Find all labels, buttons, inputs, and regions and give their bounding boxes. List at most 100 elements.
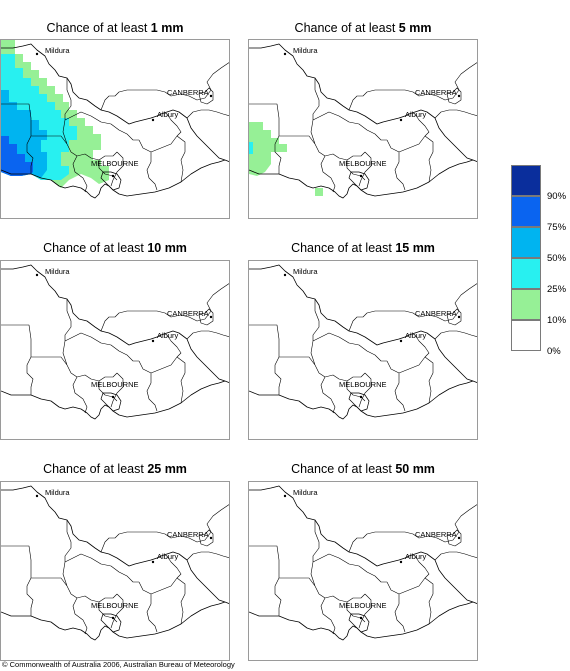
mildura-label: Mildura bbox=[45, 46, 70, 55]
melbourne-marker bbox=[359, 174, 363, 178]
canberra-marker bbox=[457, 315, 461, 319]
mildura-label: Mildura bbox=[45, 488, 70, 497]
canberra-marker bbox=[209, 94, 213, 98]
district-boundaries bbox=[1, 78, 186, 193]
albury-marker bbox=[151, 118, 155, 122]
melbourne-label: MELBOURNE bbox=[339, 380, 387, 389]
act-boundary bbox=[446, 308, 462, 326]
district-boundaries bbox=[249, 299, 434, 414]
mildura-label: Mildura bbox=[45, 267, 70, 276]
albury-marker bbox=[399, 560, 403, 564]
act-boundary bbox=[446, 529, 462, 547]
canberra-marker bbox=[209, 536, 213, 540]
victoria-map: Mildura CANBERRA Albury MELBOURNE bbox=[1, 485, 229, 641]
legend-label-50: 50% bbox=[547, 253, 567, 264]
nsw-boundary bbox=[100, 283, 229, 340]
canberra-label: CANBERRA bbox=[415, 309, 457, 318]
district-boundaries bbox=[1, 520, 186, 635]
canberra-label: CANBERRA bbox=[167, 530, 209, 539]
melbourne-label: MELBOURNE bbox=[91, 380, 139, 389]
legend-swatch-0 bbox=[511, 320, 541, 351]
canberra-marker bbox=[457, 536, 461, 540]
mildura-marker bbox=[283, 494, 287, 498]
albury-marker bbox=[399, 118, 403, 122]
melbourne-marker bbox=[111, 616, 115, 620]
canberra-label: CANBERRA bbox=[415, 88, 457, 97]
port-phillip-bay bbox=[348, 392, 370, 412]
state-outline bbox=[249, 264, 477, 420]
port-phillip-bay bbox=[100, 613, 122, 633]
map-5mm: Mildura CANBERRA Albury MELBOURNE bbox=[248, 39, 478, 219]
panel-title-15mm: Chance of at least 15 mm bbox=[291, 241, 435, 255]
act-boundary bbox=[198, 529, 214, 547]
copyright-notice: © Commonwealth of Australia 2006, Austra… bbox=[2, 660, 235, 669]
legend-label-10: 10% bbox=[547, 315, 567, 326]
mildura-label: Mildura bbox=[293, 267, 318, 276]
albury-label: Albury bbox=[405, 331, 427, 340]
district-boundaries bbox=[1, 299, 186, 414]
victoria-map: Mildura CANBERRA Albury MELBOURNE bbox=[249, 485, 477, 641]
nsw-boundary bbox=[100, 504, 229, 561]
melbourne-marker bbox=[111, 174, 115, 178]
probability-shading bbox=[249, 142, 253, 154]
mildura-marker bbox=[35, 273, 39, 277]
panel-title-5mm: Chance of at least 5 mm bbox=[294, 21, 432, 35]
port-phillip-bay bbox=[348, 613, 370, 633]
map-25mm: Mildura CANBERRA Albury MELBOURNE bbox=[0, 481, 230, 661]
albury-label: Albury bbox=[157, 110, 179, 119]
district-boundaries bbox=[249, 78, 434, 193]
mildura-marker bbox=[283, 273, 287, 277]
legend-label-25: 25% bbox=[547, 284, 567, 295]
victoria-map: Mildura CANBERRA Albury MELBOURNE bbox=[249, 43, 477, 199]
melbourne-label: MELBOURNE bbox=[91, 159, 139, 168]
nsw-boundary bbox=[348, 62, 477, 119]
melbourne-marker bbox=[359, 616, 363, 620]
act-boundary bbox=[446, 87, 462, 105]
state-outline bbox=[249, 485, 477, 641]
melbourne-marker bbox=[359, 395, 363, 399]
legend-swatch-50 bbox=[511, 227, 541, 258]
nsw-boundary bbox=[100, 62, 229, 119]
mildura-marker bbox=[283, 52, 287, 56]
port-phillip-bay bbox=[100, 171, 122, 191]
legend-swatch-75 bbox=[511, 196, 541, 227]
melbourne-label: MELBOURNE bbox=[91, 601, 139, 610]
probability-shading bbox=[249, 122, 279, 176]
nsw-boundary bbox=[348, 504, 477, 561]
mildura-label: Mildura bbox=[293, 46, 318, 55]
albury-label: Albury bbox=[405, 110, 427, 119]
map-10mm: Mildura CANBERRA Albury MELBOURNE bbox=[0, 260, 230, 440]
albury-marker bbox=[399, 339, 403, 343]
victoria-map: Mildura CANBERRA Albury MELBOURNE bbox=[1, 264, 229, 420]
canberra-marker bbox=[209, 315, 213, 319]
canberra-label: CANBERRA bbox=[415, 530, 457, 539]
mildura-label: Mildura bbox=[293, 488, 318, 497]
melbourne-label: MELBOURNE bbox=[339, 159, 387, 168]
port-phillip-bay bbox=[100, 392, 122, 412]
legend-label-90: 90% bbox=[547, 191, 567, 202]
port-phillip-bay bbox=[348, 171, 370, 191]
probability-shading bbox=[315, 188, 323, 196]
state-outline bbox=[1, 264, 229, 420]
state-outline bbox=[249, 43, 477, 199]
map-1mm: Mildura CANBERRA Albury MELBOURNE bbox=[0, 39, 230, 219]
map-50mm: Mildura CANBERRA Albury MELBOURNE bbox=[248, 481, 478, 661]
canberra-label: CANBERRA bbox=[167, 88, 209, 97]
mildura-marker bbox=[35, 494, 39, 498]
state-outline bbox=[1, 485, 229, 641]
probability-shading bbox=[1, 136, 33, 176]
canberra-label: CANBERRA bbox=[167, 309, 209, 318]
canberra-marker bbox=[457, 94, 461, 98]
albury-label: Albury bbox=[157, 331, 179, 340]
legend-swatch-90 bbox=[511, 165, 541, 196]
legend-label-0: 0% bbox=[547, 346, 561, 357]
legend-swatch-25 bbox=[511, 258, 541, 289]
panel-title-10mm: Chance of at least 10 mm bbox=[43, 241, 187, 255]
panel-title-25mm: Chance of at least 25 mm bbox=[43, 462, 187, 476]
map-15mm: Mildura CANBERRA Albury MELBOURNE bbox=[248, 260, 478, 440]
panel-title-50mm: Chance of at least 50 mm bbox=[291, 462, 435, 476]
legend-label-75: 75% bbox=[547, 222, 567, 233]
albury-label: Albury bbox=[157, 552, 179, 561]
act-boundary bbox=[198, 87, 214, 105]
state-outline bbox=[1, 43, 229, 199]
